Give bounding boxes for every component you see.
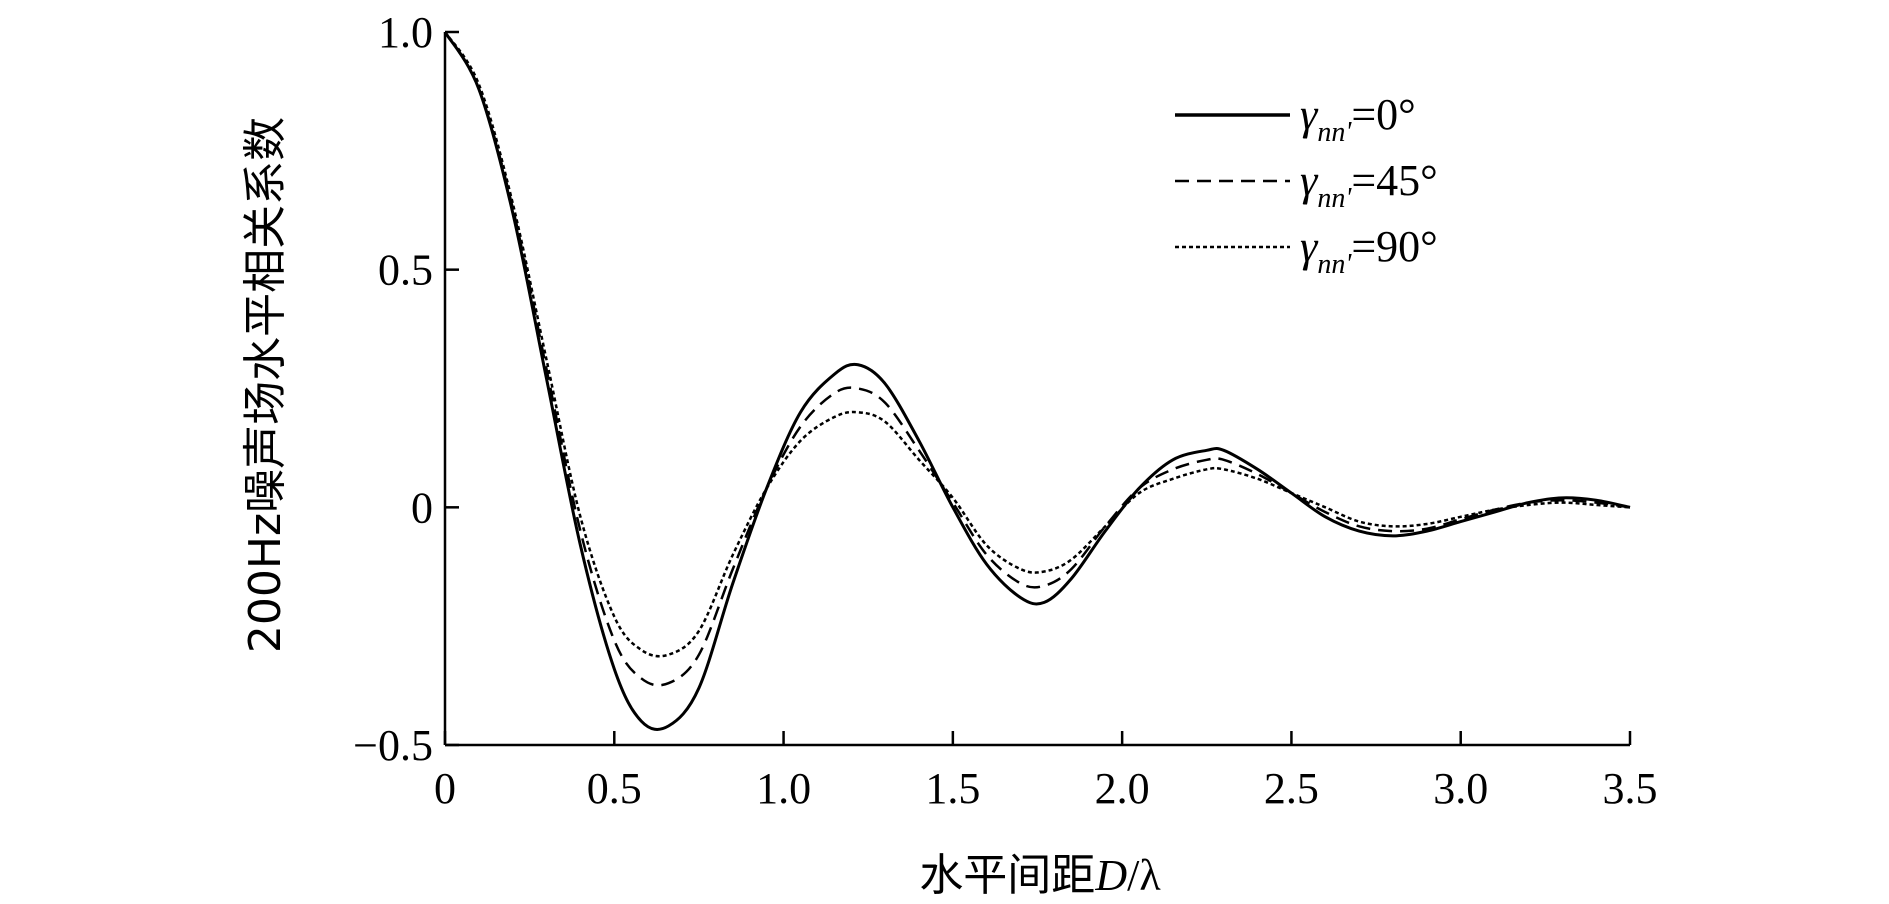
- x-tick-label: 3.5: [1603, 764, 1658, 813]
- x-tick-label: 2.5: [1264, 764, 1319, 813]
- legend-label-2: γnn'=45°: [1300, 156, 1438, 214]
- series-line-2: [443, 31, 1631, 687]
- y-tick-label: 0: [411, 483, 433, 532]
- series-lines: [443, 31, 1631, 731]
- legend-symbol: γ: [1300, 222, 1319, 271]
- x-tick-label: 2.0: [1095, 764, 1150, 813]
- x-tick-label: 1.0: [756, 764, 811, 813]
- x-ticks: 0 0.5 1.0 1.5 2.0 2.5 3.0 3.5: [434, 731, 1658, 813]
- y-tick-label: 0.5: [378, 246, 433, 295]
- x-axis-title-var: D: [1094, 851, 1127, 900]
- x-tick-label: 1.5: [925, 764, 980, 813]
- x-axis-title-unit: λ: [1139, 851, 1161, 900]
- x-tick-label: 3.0: [1433, 764, 1488, 813]
- y-ticks: −0.5 0 0.5 1.0: [353, 8, 459, 770]
- legend-subscript: nn': [1317, 249, 1352, 280]
- legend-value: =45°: [1351, 156, 1437, 205]
- legend-value: =0°: [1351, 90, 1415, 139]
- x-tick-label: 0: [434, 764, 456, 813]
- y-axis-title: 200Hz噪声场水平相关系数: [240, 117, 291, 653]
- y-tick-label: −0.5: [353, 721, 433, 770]
- axes: [443, 32, 1630, 747]
- x-axis-title-prefix: 水平间距: [919, 850, 1095, 901]
- legend-label-1: γnn'=0°: [1300, 90, 1416, 148]
- legend-subscript: nn': [1317, 117, 1352, 148]
- x-axis-title-slash: /: [1127, 851, 1140, 900]
- x-axis-title: 水平间距D/λ: [919, 850, 1161, 901]
- series-line-3: [443, 31, 1631, 658]
- legend-value: =90°: [1351, 222, 1437, 271]
- legend-label-3: γnn'=90°: [1300, 222, 1438, 280]
- legend-symbol: γ: [1300, 90, 1319, 139]
- legend-subscript: nn': [1317, 183, 1352, 214]
- legend: γnn'=0°γnn'=45°γnn'=90°: [1175, 90, 1438, 280]
- y-tick-label: 1.0: [378, 8, 433, 57]
- series-line-1: [443, 31, 1631, 731]
- x-tick-label: 0.5: [587, 764, 642, 813]
- legend-symbol: γ: [1300, 156, 1319, 205]
